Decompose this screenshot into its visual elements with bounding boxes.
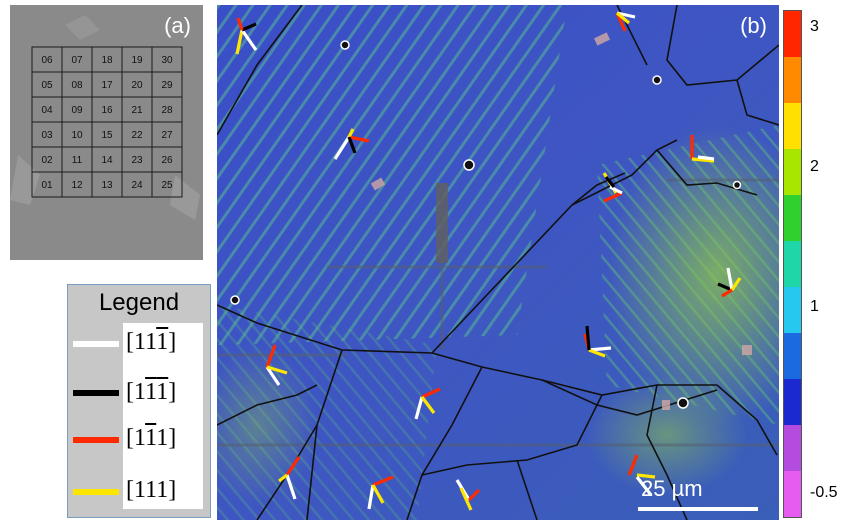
grid-cell-number: 28 xyxy=(161,105,173,116)
colorbar-segment xyxy=(784,103,801,149)
legend-label-close: ] xyxy=(168,329,177,355)
grid-cell-number: 02 xyxy=(41,155,53,166)
grid-cell-number: 24 xyxy=(131,180,143,191)
colorbar-segment xyxy=(784,149,801,195)
legend-label-bar: 1 xyxy=(145,425,157,451)
legend-label-bar: 1 xyxy=(156,329,169,355)
scale-bar-label: 25 µm xyxy=(641,476,703,501)
grid-cell-number: 29 xyxy=(161,80,173,91)
grid-cell-number: 05 xyxy=(41,80,53,91)
grid-cell-number: 30 xyxy=(161,55,173,66)
grid-cell-number: 26 xyxy=(161,155,173,166)
colorbar-segment xyxy=(784,287,801,333)
grid-cell-number: 06 xyxy=(41,55,53,66)
grain-boundaries xyxy=(217,5,779,520)
scale-bar xyxy=(638,507,758,511)
legend-title: Legend xyxy=(98,289,180,316)
colorbar-segment xyxy=(784,379,801,425)
panel-b-image xyxy=(217,5,779,520)
colorbar-segment xyxy=(784,57,801,103)
grid-cell-number: 17 xyxy=(101,80,113,91)
grid-cell-number: 19 xyxy=(131,55,143,66)
legend-label-bar: 1 xyxy=(145,379,157,405)
legend-swatch-red xyxy=(73,437,119,443)
grid-cell-number: 23 xyxy=(131,155,143,166)
colorbar-segment xyxy=(784,333,801,379)
grid-cell-number: 10 xyxy=(71,130,83,141)
legend-label-text: [1 xyxy=(126,379,146,405)
colorbar-tick-label: 1 xyxy=(810,298,819,315)
panel-a-micrograph: 06 07 18 19 30 05 08 17 20 29 04 09 16 2… xyxy=(10,5,203,260)
legend-label-text: [11 xyxy=(126,329,157,355)
grid-cell-number: 16 xyxy=(101,105,113,116)
legend-label-close: ] xyxy=(168,379,177,405)
legend-label-box xyxy=(123,323,203,509)
legend-swatch-yellow xyxy=(73,489,119,495)
grid-cell-number: 14 xyxy=(101,155,113,166)
grid-cell-number: 07 xyxy=(71,55,83,66)
colorbar-segment xyxy=(784,471,801,517)
legend-label-close: 1] xyxy=(156,425,177,451)
legend: Legend [111] [111] [111] [111] xyxy=(67,284,211,518)
grid-cell-number: 25 xyxy=(161,180,173,191)
panel-a-label: (a) xyxy=(164,13,191,38)
grid-cell-number: 09 xyxy=(71,105,83,116)
legend-label-black: [111] xyxy=(126,377,176,407)
grid-cell-number: 27 xyxy=(161,130,173,141)
legend-swatch-black xyxy=(73,390,119,396)
panel-b-label: (b) xyxy=(740,13,767,38)
panel-a-image: 06 07 18 19 30 05 08 17 20 29 04 09 16 2… xyxy=(10,5,203,260)
grid-lines xyxy=(31,46,183,198)
colorbar-tick-label: 3 xyxy=(810,18,819,35)
grid-cell-number: 18 xyxy=(101,55,113,66)
grid-cell-number: 03 xyxy=(41,130,53,141)
grid-cell-number: 01 xyxy=(41,180,53,191)
crystal-orientation-markers xyxy=(235,11,742,511)
colorbar-segment xyxy=(784,11,801,57)
legend-swatch-white xyxy=(73,341,119,347)
grid-cell-number: 11 xyxy=(72,155,83,166)
colorbar-tick-label: 2 xyxy=(810,158,819,175)
colorbar-segment xyxy=(784,425,801,471)
colorbar-segment xyxy=(784,195,801,241)
grid-cell-number: 21 xyxy=(131,105,143,116)
colorbar-tick-label: -0.5 xyxy=(810,484,838,501)
legend-label-red: [111] xyxy=(126,423,176,453)
grid-cell-number: 20 xyxy=(131,80,143,91)
legend-label-text: [1 xyxy=(126,425,146,451)
legend-label-yellow: [111] xyxy=(126,475,176,505)
grid-cell-number: 08 xyxy=(71,80,83,91)
grid-cell-number: 15 xyxy=(101,130,113,141)
colorbar-segment xyxy=(784,241,801,287)
panel-b-strain-map: (b) 25 µm xyxy=(217,5,779,520)
colorbar xyxy=(783,10,802,518)
grid-cell-number: 12 xyxy=(71,180,83,191)
grid-cell-number: 22 xyxy=(131,130,143,141)
legend-label-bar: 1 xyxy=(156,379,169,405)
legend-label-white: [111] xyxy=(126,327,176,357)
grid-cell-number: 13 xyxy=(101,180,113,191)
legend-label-text: [111] xyxy=(126,477,177,503)
grid-cell-number: 04 xyxy=(41,105,53,116)
